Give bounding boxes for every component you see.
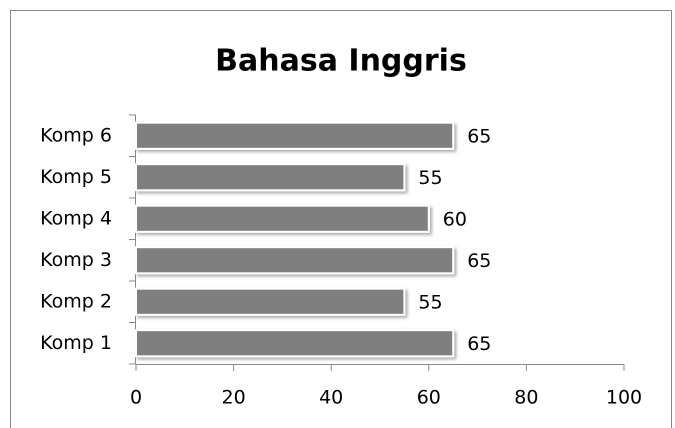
x-tick-label: 20	[222, 387, 246, 409]
data-label: 55	[418, 291, 442, 313]
y-tick-label: Komp 3	[40, 249, 112, 271]
data-label: 65	[467, 250, 491, 272]
y-tick-label: Komp 4	[40, 207, 112, 229]
bar	[135, 121, 455, 150]
x-tick-label: 60	[417, 387, 441, 409]
x-tick-label: 40	[319, 387, 343, 409]
y-tick-label: Komp 2	[40, 290, 112, 312]
data-label: 65	[467, 125, 491, 147]
bar	[135, 163, 406, 192]
y-tick-label: Komp 6	[40, 124, 112, 146]
bar	[135, 287, 406, 316]
chart-title: Bahasa Inggris	[215, 44, 467, 79]
y-tick-label: Komp 1	[40, 332, 112, 354]
data-label: 60	[443, 208, 467, 230]
data-label: 55	[418, 167, 442, 189]
x-tick-label: 80	[514, 387, 538, 409]
x-tick-label: 0	[130, 387, 142, 409]
y-tick-label: Komp 5	[40, 166, 112, 188]
bar	[135, 204, 430, 233]
data-label: 65	[467, 333, 491, 355]
bar	[135, 246, 455, 275]
bar	[135, 329, 455, 358]
x-tick-label: 100	[606, 387, 642, 409]
